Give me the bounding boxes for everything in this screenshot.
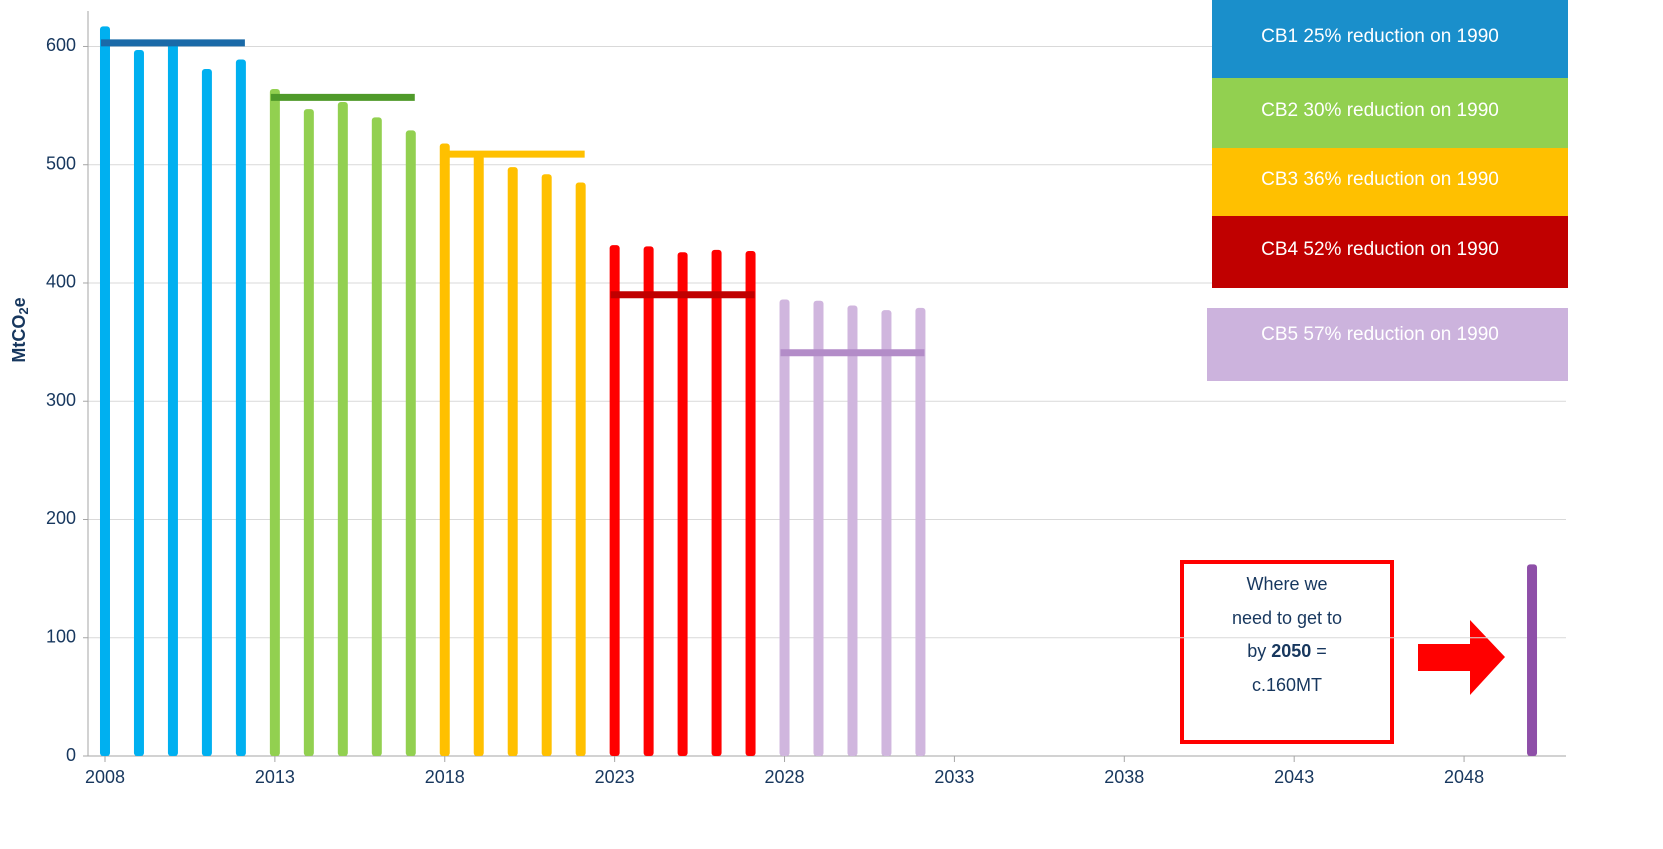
bar [235, 59, 246, 756]
bar [473, 155, 484, 756]
bar [847, 305, 858, 756]
bar [337, 102, 348, 757]
legend-box [1207, 308, 1568, 381]
annotation-text: c.160MT [1252, 675, 1322, 695]
bar [609, 245, 620, 756]
bar [303, 109, 314, 756]
y-label-part: e [9, 297, 29, 307]
bar [915, 307, 926, 756]
y-axis-label: MtCO2e [9, 297, 32, 362]
legend-label: CB4 52% reduction on 1990 [1261, 239, 1499, 260]
annotation-text: need to get to [1232, 608, 1342, 628]
x-tick-label: 2033 [934, 767, 974, 787]
y-tick-label: 500 [46, 153, 76, 173]
bar [167, 40, 178, 757]
y-tick-label: 0 [66, 745, 76, 765]
bar [745, 251, 756, 757]
legend-label: CB5 57% reduction on 1990 [1261, 324, 1499, 345]
y-tick-label: 100 [46, 626, 76, 646]
annotation-box [1180, 560, 1394, 744]
bar [269, 89, 280, 757]
annotation-text: by 2050 = [1247, 641, 1327, 661]
y-tick-label: 400 [46, 272, 76, 292]
bar [1527, 564, 1538, 756]
x-tick-label: 2023 [595, 767, 635, 787]
y-tick-label: 200 [46, 508, 76, 528]
x-tick-label: 2038 [1104, 767, 1144, 787]
legend-box [1212, 0, 1568, 78]
annotation-part: by [1247, 641, 1266, 661]
bar [881, 310, 892, 756]
x-tick-label: 2008 [85, 767, 125, 787]
bar [575, 182, 586, 756]
legend-label: CB2 30% reduction on 1990 [1261, 100, 1499, 121]
bar [439, 143, 450, 756]
bar [405, 130, 416, 756]
x-tick-label: 2028 [765, 767, 805, 787]
x-tick-label: 2048 [1444, 767, 1484, 787]
x-tick-label: 2043 [1274, 767, 1314, 787]
legend-box [1212, 148, 1568, 216]
annotation-text: Where we [1246, 574, 1327, 594]
bar [99, 26, 110, 756]
legend-box [1212, 216, 1568, 288]
bar [813, 300, 824, 756]
legend-label: CB1 25% reduction on 1990 [1261, 26, 1499, 47]
legend-label: CB3 36% reduction on 1990 [1261, 169, 1499, 190]
y-label-part: MtCO [9, 315, 29, 363]
x-tick-label: 2013 [255, 767, 295, 787]
bar [643, 246, 654, 757]
bar [133, 50, 144, 757]
annotation-part: = [1316, 641, 1327, 661]
bar [541, 174, 552, 756]
x-tick-label: 2018 [425, 767, 465, 787]
y-tick-label: 300 [46, 390, 76, 410]
bar [677, 252, 688, 756]
bar [507, 167, 518, 757]
legend-box [1212, 78, 1568, 148]
y-tick-label: 600 [46, 35, 76, 55]
annotation-year: 2050 [1271, 641, 1311, 661]
bar [371, 117, 382, 756]
bar [201, 68, 212, 756]
y-label-sub: 2 [16, 307, 31, 314]
bar [779, 299, 790, 756]
annotation-arrow [1418, 620, 1505, 695]
bar [711, 249, 722, 756]
